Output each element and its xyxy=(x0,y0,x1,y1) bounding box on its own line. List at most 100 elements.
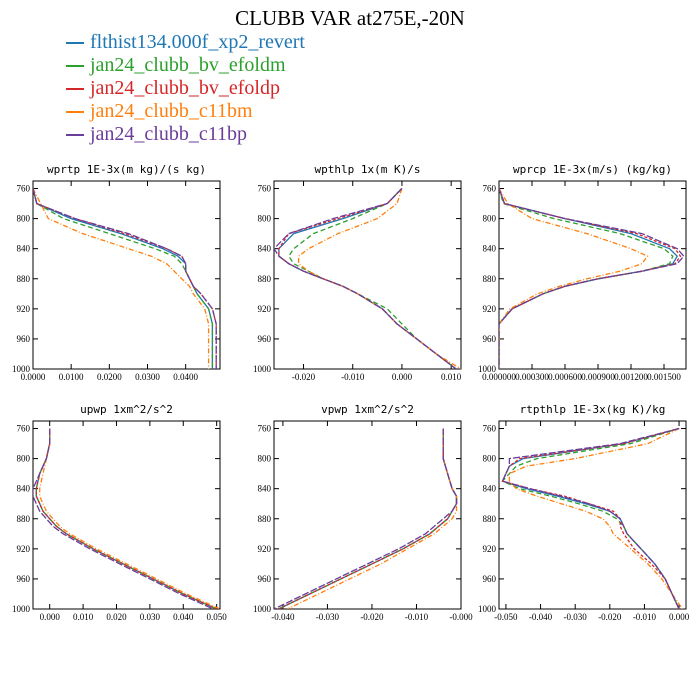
panel-title: wprtp 1E-3x(m kg)/(s kg) xyxy=(47,163,206,176)
y-tick-label: 920 xyxy=(17,304,31,314)
y-tick-label: 840 xyxy=(483,484,497,494)
series-line-4 xyxy=(33,188,217,369)
x-tick-label: 0.0300 xyxy=(135,372,160,382)
panel-frame xyxy=(498,420,687,610)
y-tick-label: 880 xyxy=(17,514,31,524)
series-line-0 xyxy=(35,428,217,609)
y-tick-label: 840 xyxy=(258,244,272,254)
x-tick-label: 0.001200 xyxy=(614,372,648,382)
x-tick-label: 0.000300 xyxy=(515,372,549,382)
x-tick-label: 0.000 xyxy=(40,612,61,622)
x-tick-label: -0.000 xyxy=(449,612,473,622)
y-tick-label: 1000 xyxy=(478,604,497,614)
y-tick-label: 760 xyxy=(258,184,272,194)
x-tick-label: -0.010 xyxy=(405,612,429,622)
y-tick-label: 760 xyxy=(258,424,272,434)
series-line-4 xyxy=(499,188,685,369)
series-line-3 xyxy=(297,188,461,369)
panel-frame xyxy=(32,180,221,370)
y-tick-label: 760 xyxy=(483,184,497,194)
panel-title: rtpthlp 1E-3x(kg K)/kg xyxy=(520,403,666,416)
y-tick-label: 920 xyxy=(483,544,497,554)
x-tick-label: 0.0100 xyxy=(59,372,84,382)
y-tick-label: 960 xyxy=(258,574,272,584)
x-tick-label: 0.000 xyxy=(669,612,690,622)
series-line-2 xyxy=(278,188,457,369)
series-line-2 xyxy=(33,188,217,369)
x-tick-label: 0.0400 xyxy=(173,372,198,382)
y-tick-label: 800 xyxy=(258,214,272,224)
series-line-1 xyxy=(288,188,457,369)
panel-2: wprcp 1E-3x(m/s) (kg/kg) 760 800 840 880 920 9… xyxy=(478,163,687,382)
y-tick-label: 920 xyxy=(17,544,31,554)
legend-swatch-0 xyxy=(66,41,84,44)
legend-label-2: jan24_clubb_bv_efoldp xyxy=(90,77,280,99)
panel-frame xyxy=(32,420,221,610)
x-tick-label: 0.0200 xyxy=(97,372,122,382)
panel-4: vpwp 1xm^2/s^27608008408809209601000-0.0… xyxy=(253,403,473,622)
series-line-4 xyxy=(274,188,457,369)
legend-item-1: jan24_clubb_bv_efoldm xyxy=(66,54,305,77)
y-tick-label: 1000 xyxy=(253,364,272,374)
y-tick-label: 760 xyxy=(17,424,31,434)
series-line-3 xyxy=(33,188,210,369)
series-line-2 xyxy=(35,428,217,609)
panel-title: upwp 1xm^2/s^2 xyxy=(80,403,173,416)
y-tick-label: 880 xyxy=(483,514,497,524)
series-line-0 xyxy=(278,188,457,369)
x-tick-label: -0.030 xyxy=(564,612,588,622)
series-line-3 xyxy=(39,428,220,609)
y-tick-label: 960 xyxy=(17,574,31,584)
series-line-4 xyxy=(33,428,214,609)
x-tick-label: 0.050 xyxy=(207,612,228,622)
x-tick-label: -0.020 xyxy=(598,612,622,622)
y-tick-label: 1000 xyxy=(478,364,497,374)
y-tick-label: 800 xyxy=(483,454,497,464)
y-tick-label: 920 xyxy=(258,304,272,314)
x-tick-label: 0.000000 xyxy=(482,372,516,382)
y-tick-label: 840 xyxy=(17,484,31,494)
y-tick-label: 880 xyxy=(483,274,497,284)
x-tick-label: 0.000600 xyxy=(548,372,582,382)
x-tick-label: -0.040 xyxy=(529,612,553,622)
series-line-3 xyxy=(499,188,649,369)
legend-label-4: jan24_clubb_c11bp xyxy=(90,123,248,145)
x-tick-label: 0.0000 xyxy=(21,372,46,382)
x-tick-label: 0.000900 xyxy=(581,372,615,382)
y-tick-label: 920 xyxy=(258,544,272,554)
y-tick-label: 960 xyxy=(483,334,497,344)
y-tick-label: 1000 xyxy=(253,604,272,614)
series-line-2 xyxy=(501,427,680,609)
x-tick-label: 0.001500 xyxy=(647,372,681,382)
legend-item-0: flthist134.000f_xp2_revert xyxy=(66,31,305,54)
legend-item-2: jan24_clubb_bv_efoldp xyxy=(66,77,305,100)
panel-1: wpthlp 1x(m K)/s 760 800 840 880 920 960 1000 -0… xyxy=(253,163,462,382)
panel-5: rtpthlp 1E-3x(kg K)/kg 760 800 840 880 920 960… xyxy=(478,403,690,622)
x-tick-label: -0.020 xyxy=(292,372,316,382)
panel-title: vpwp 1xm^2/s^2 xyxy=(321,403,414,416)
series-line-4 xyxy=(501,427,680,609)
y-tick-label: 800 xyxy=(483,214,497,224)
y-tick-label: 800 xyxy=(17,454,31,464)
y-tick-label: 880 xyxy=(258,274,272,284)
legend-swatch-4 xyxy=(66,133,84,136)
y-tick-label: 960 xyxy=(258,334,272,344)
legend-swatch-3 xyxy=(66,110,84,113)
y-tick-label: 800 xyxy=(17,214,31,224)
x-tick-label: -0.030 xyxy=(316,612,340,622)
y-tick-label: 840 xyxy=(483,244,497,254)
y-tick-label: 960 xyxy=(483,574,497,584)
y-tick-label: 800 xyxy=(258,454,272,464)
series-line-1 xyxy=(278,428,458,609)
series-line-1 xyxy=(499,188,674,369)
series-line-3 xyxy=(287,428,458,609)
series-line-4 xyxy=(274,428,458,609)
legend: flthist134.000f_xp2_revert jan24_clubb_b… xyxy=(66,31,305,146)
legend-label-1: jan24_clubb_bv_efoldm xyxy=(90,54,286,76)
legend-item-3: jan24_clubb_c11bm xyxy=(66,100,305,123)
panel-frame xyxy=(273,180,462,370)
figure-title: CLUBB VAR at275E,-20N xyxy=(235,6,465,30)
panel-0: wprtp 1E-3x(m kg)/(s kg) 760 800 840 880 920 9… xyxy=(12,163,221,382)
